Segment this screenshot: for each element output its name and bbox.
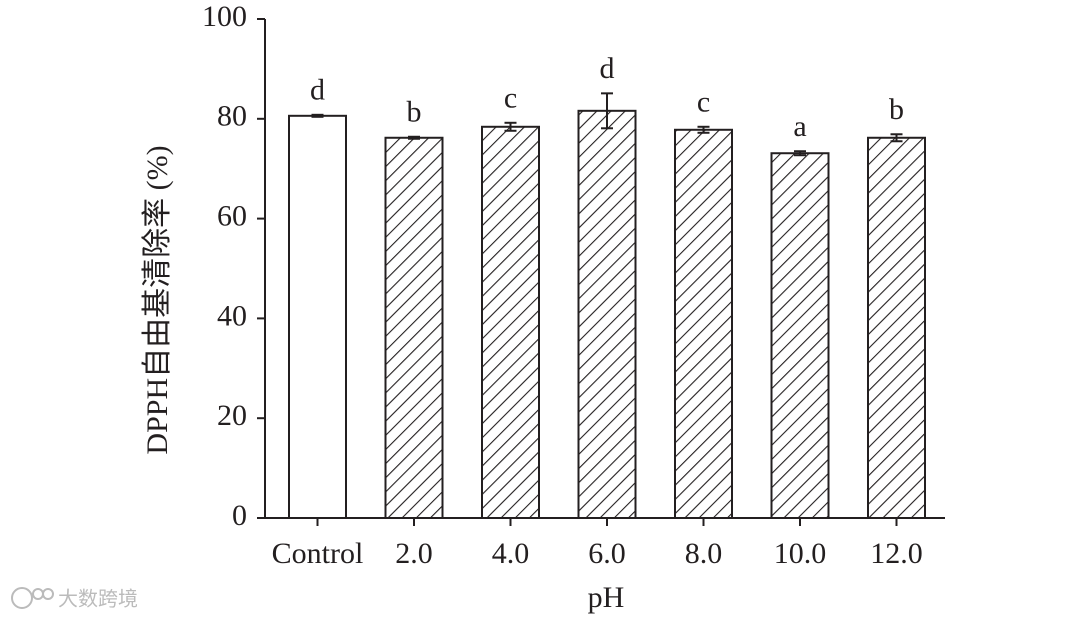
bar — [481, 125, 540, 519]
bar — [577, 109, 637, 519]
bar — [770, 152, 830, 520]
significance-label: b — [407, 96, 422, 129]
y-tick-label: 100 — [202, 0, 247, 33]
significance-label: d — [310, 74, 325, 107]
x-axis-label: pH — [588, 581, 625, 614]
y-tick-label: 60 — [217, 199, 247, 232]
bar — [867, 136, 926, 519]
x-tick-label: 12.0 — [870, 537, 923, 570]
y-tick-label: 80 — [217, 100, 247, 133]
significance-label: b — [889, 93, 904, 126]
significance-label: c — [504, 82, 517, 115]
bar — [288, 114, 347, 519]
x-tick-label: 4.0 — [492, 537, 530, 570]
y-tick-label: 20 — [217, 399, 247, 432]
y-axis-label: DPPH自由基清除率 (%) — [141, 145, 174, 454]
bar — [384, 136, 444, 519]
x-tick-label: 10.0 — [774, 537, 827, 570]
watermark-logo — [11, 587, 54, 609]
x-tick-label: 8.0 — [685, 537, 723, 570]
x-tick-label: Control — [272, 537, 364, 570]
significance-label: a — [793, 110, 806, 143]
y-tick-label: 40 — [217, 299, 247, 332]
significance-label: c — [697, 86, 710, 119]
bar — [674, 128, 733, 519]
x-tick-label: 2.0 — [395, 537, 433, 570]
watermark: 大数跨境 — [58, 587, 138, 611]
x-tick-label: 6.0 — [588, 537, 626, 570]
y-tick-label: 0 — [232, 499, 247, 532]
significance-label: d — [600, 52, 615, 85]
